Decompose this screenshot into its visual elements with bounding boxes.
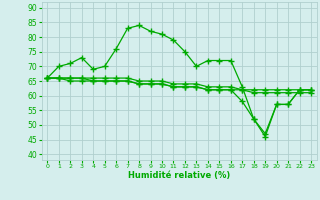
- X-axis label: Humidité relative (%): Humidité relative (%): [128, 171, 230, 180]
